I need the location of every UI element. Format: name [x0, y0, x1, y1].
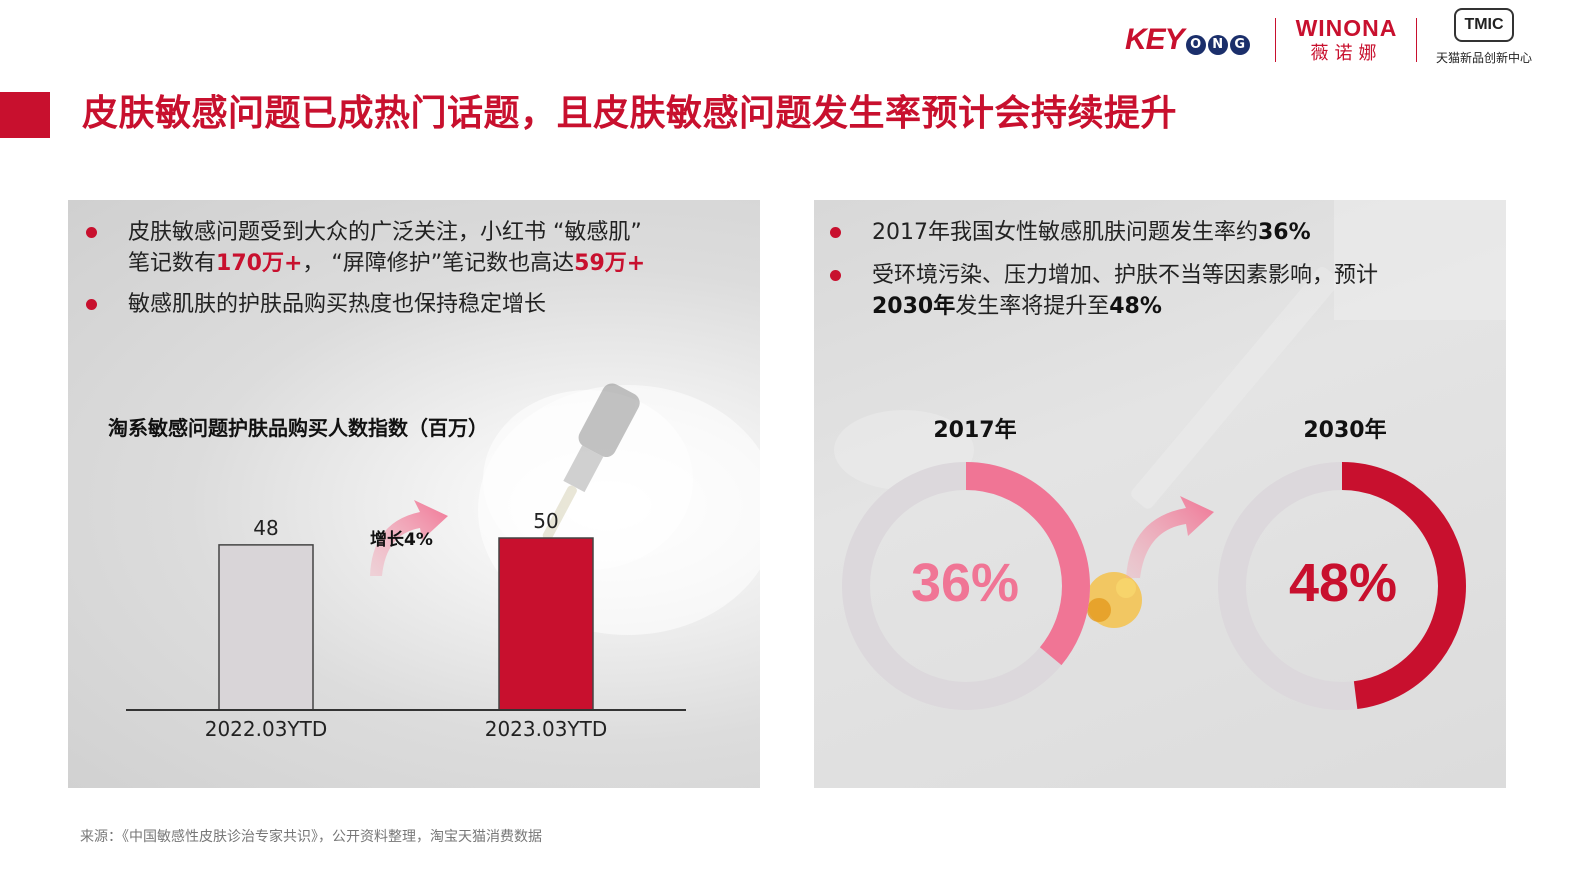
bar-1 — [218, 544, 314, 711]
growth-arrow-icon — [370, 500, 448, 576]
tmic-logo-mark: TMIC — [1454, 8, 1514, 42]
donut-2030-title: 2030年 — [1303, 418, 1387, 443]
keyong-logo: KEY O N G — [1125, 20, 1270, 60]
bullet-text-segment: 2017年我国女性敏感肌肤问题发生率约 — [872, 220, 1258, 245]
bullet-dot-icon — [86, 227, 97, 238]
bullet-item: 皮肤敏感问题受到大众的广泛关注，小红书 “敏感肌” 笔记数有170万+， “屏障修… — [86, 217, 645, 279]
bullet-dot-icon — [86, 299, 97, 310]
x-tick-label: 2023.03YTD — [485, 717, 608, 741]
growth-annotation: 增长4% — [370, 529, 433, 550]
bullet-text-segment: 皮肤敏感问题受到大众的广泛关注，小红书 “敏感肌” — [128, 220, 642, 245]
bar-value-label: 48 — [253, 516, 278, 540]
winona-logo: WINONA 薇诺娜 — [1284, 14, 1409, 68]
x-tick-label: 2022.03YTD — [205, 717, 328, 741]
bullet-item: 敏感肌肤的护肤品购买热度也保持稳定增长 — [86, 289, 546, 320]
tmic-logo-zh: 天猫新品创新中心 — [1435, 51, 1532, 65]
highlighted-text: 2030年 — [872, 294, 956, 319]
bullet-text: 2017年我国女性敏感肌肤问题发生率约36% — [872, 217, 1311, 248]
logo-divider — [1416, 18, 1417, 62]
bar-2 — [498, 537, 594, 711]
donut-2017-title: 2017年 — [933, 418, 1017, 443]
donut-value-slice — [1218, 462, 1466, 710]
highlighted-text: 59万+ — [574, 251, 646, 276]
flower-bottle-decoration — [834, 200, 1506, 628]
donut-charts — [842, 462, 1466, 710]
donut-value-slice — [842, 462, 1090, 710]
donut-2030-center-label: 48% — [1288, 553, 1398, 613]
bullet-text-segment: 笔记数有 — [128, 251, 217, 276]
donut-2017-center-label: 36% — [910, 553, 1020, 613]
keyong-logo-badge-n: N — [1207, 34, 1228, 55]
left-panel: 皮肤敏感问题受到大众的广泛关注，小红书 “敏感肌” 笔记数有170万+， “屏障修… — [68, 200, 760, 788]
bullet-text-segment: ， “屏障修护”笔记数也高达 — [302, 251, 575, 276]
keyong-logo-badge-g: G — [1229, 34, 1250, 55]
bullet-text-segment: 敏感肌肤的护肤品购买热度也保持稳定增长 — [128, 292, 547, 317]
bullet-text: 敏感肌肤的护肤品购买热度也保持稳定增长 — [128, 289, 546, 320]
highlighted-text: 48% — [1109, 294, 1162, 319]
bar-chart-title: 淘系敏感问题护肤品购买人数指数（百万） — [108, 416, 488, 440]
bar-chart: 增长4% 48 2022.03YTD 50 2023.03YTD — [126, 500, 686, 741]
source-note: 来源：《中国敏感性皮肤诊治专家共识》，公开资料整理，淘宝天猫消费数据 — [80, 829, 542, 845]
keyong-logo-text: KEY — [1125, 23, 1185, 56]
bar-value-label: 50 — [533, 509, 558, 533]
bullet-text-segment: 发生率将提升至 — [955, 294, 1110, 319]
title-accent-bar — [0, 92, 50, 138]
winona-logo-en: WINONA — [1295, 15, 1398, 41]
bullet-dot-icon — [830, 227, 841, 238]
keyong-logo-badge-o: O — [1185, 34, 1206, 55]
highlighted-text: 170万+ — [216, 251, 303, 276]
bullet-dot-icon — [830, 270, 841, 281]
bullet-item: 2017年我国女性敏感肌肤问题发生率约36% — [830, 217, 1311, 248]
bullet-text-segment: 受环境污染、压力增加、护肤不当等因素影响，预计 — [872, 263, 1379, 288]
bullet-item: 受环境污染、压力增加、护肤不当等因素影响，预计 2030年发生率将提升至48% — [830, 260, 1378, 322]
tmic-logo: TMIC 天猫新品创新中心 — [1424, 8, 1544, 72]
highlighted-text: 36% — [1258, 220, 1311, 245]
page-title: 皮肤敏感问题已成热门话题，且皮肤敏感问题发生率预计会持续提升 — [82, 93, 1178, 134]
right-panel: 2017年我国女性敏感肌肤问题发生率约36% 受环境污染、压力增加、护肤不当等因素… — [814, 200, 1506, 788]
bullet-text: 受环境污染、压力增加、护肤不当等因素影响，预计 2030年发生率将提升至48% — [872, 260, 1378, 322]
winona-logo-zh: 薇诺娜 — [1310, 43, 1383, 64]
logo-divider — [1275, 18, 1276, 62]
bullet-text: 皮肤敏感问题受到大众的广泛关注，小红书 “敏感肌” 笔记数有170万+， “屏障修… — [128, 217, 645, 279]
growth-arrow-icon — [1126, 496, 1214, 578]
